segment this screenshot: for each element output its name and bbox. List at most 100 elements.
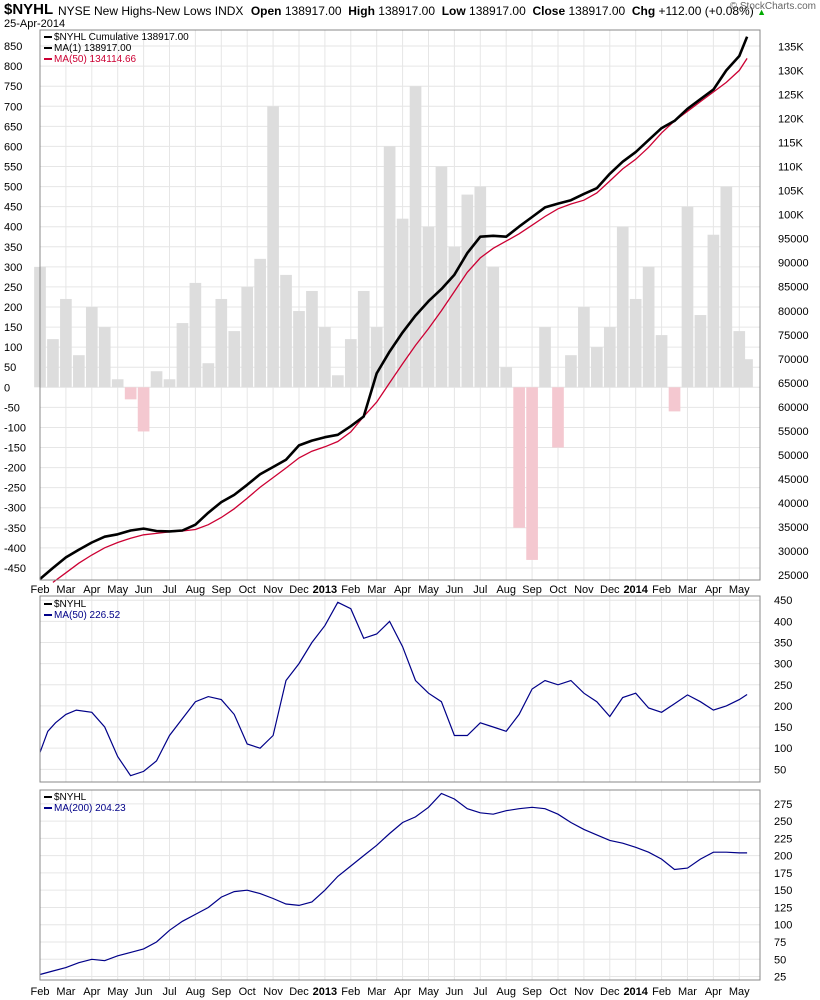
left-tick-label: -100	[4, 422, 26, 434]
left-tick-label: 0	[4, 382, 10, 394]
x-label-bottom: Nov	[574, 986, 594, 998]
legend-label-bottom: $NYHL	[54, 792, 87, 803]
histogram-bar	[461, 194, 474, 388]
histogram-bar	[215, 298, 228, 388]
left-tick-label: 150	[4, 322, 22, 334]
right-tick-label: 90000	[778, 258, 809, 270]
right-tick-label: 70000	[778, 354, 809, 366]
histogram-bar	[163, 379, 176, 388]
histogram-bar	[60, 298, 72, 388]
histogram-bar	[720, 186, 733, 388]
tick-label-middle: 250	[774, 680, 792, 692]
x-label-bottom: Jun	[446, 986, 464, 998]
right-tick-label: 120K	[778, 113, 804, 125]
left-tick-label: -250	[4, 483, 26, 495]
legend-label-main: $NYHL Cumulative 138917.00	[54, 32, 189, 43]
tick-label-bottom: 275	[774, 799, 792, 811]
histogram-bar	[409, 86, 422, 388]
high-label: High	[348, 4, 375, 18]
histogram-bar	[422, 226, 435, 388]
x-label-top: Jul	[162, 584, 176, 596]
x-label-bottom: Mar	[56, 986, 75, 998]
x-label-top: Dec	[600, 584, 620, 596]
high-value: 138917.00	[378, 4, 436, 18]
low-label: Low	[441, 4, 466, 18]
index-name-text: NYSE New Highs-New Lows	[58, 4, 212, 18]
cumulative-line	[39, 36, 749, 580]
histogram-bar	[396, 218, 409, 388]
left-tick-label: -50	[4, 402, 20, 414]
histogram-bar	[668, 387, 681, 412]
histogram-bar	[578, 307, 590, 388]
x-label-top: Mar	[367, 584, 386, 596]
tick-label-middle: 150	[774, 722, 792, 734]
x-label-bottom: Feb	[341, 986, 360, 998]
right-tick-label: 95000	[778, 234, 809, 246]
x-label-top: Aug	[186, 584, 206, 596]
histogram-bar	[357, 290, 370, 388]
histogram-bar	[241, 286, 254, 388]
exchange-label: INDX	[214, 4, 244, 18]
left-tick-label: 200	[4, 302, 22, 314]
x-label-top: Aug	[496, 584, 516, 596]
x-label-top: Feb	[652, 584, 671, 596]
left-tick-label: 750	[4, 81, 22, 93]
left-tick-label: 700	[4, 101, 22, 113]
histogram-bar	[189, 282, 202, 388]
right-tick-label: 80000	[778, 306, 809, 318]
x-label-bottom: Nov	[263, 986, 283, 998]
histogram-bar	[741, 359, 753, 388]
histogram-layer	[34, 86, 753, 560]
x-label-top: Apr	[394, 584, 411, 596]
histogram-bar	[694, 315, 707, 388]
x-label-top: Mar	[56, 584, 75, 596]
tick-label-bottom: 25	[774, 972, 786, 984]
tick-label-middle: 450	[774, 595, 792, 607]
left-tick-label: 650	[4, 121, 22, 133]
low-value: 138917.00	[469, 4, 526, 18]
left-tick-label: 550	[4, 161, 22, 173]
right-tick-label: 50000	[778, 450, 809, 462]
close-label: Close	[532, 4, 566, 18]
x-label-bottom: Feb	[652, 986, 671, 998]
grid-lines	[39, 30, 760, 980]
x-label-bottom: 2014	[623, 986, 648, 998]
tick-label-middle: 300	[774, 659, 792, 671]
right-tick-label: 45000	[778, 474, 809, 486]
left-tick-label: 850	[4, 41, 22, 53]
x-label-top: Mar	[678, 584, 697, 596]
x-label-bottom: Oct	[549, 986, 566, 998]
histogram-bar	[603, 327, 616, 388]
histogram-bar	[513, 387, 525, 528]
ma-line-middle	[39, 601, 748, 777]
tick-label-middle: 200	[774, 701, 792, 713]
up-arrow-icon: ▲	[757, 7, 766, 17]
histogram-bar	[98, 327, 111, 388]
histogram-bar	[552, 387, 564, 448]
histogram-bar	[150, 371, 163, 388]
histogram-bar	[228, 331, 241, 388]
histogram-bar	[319, 327, 331, 388]
x-label-top: Feb	[31, 584, 50, 596]
x-label-top: May	[729, 584, 750, 596]
left-tick-label: 450	[4, 202, 22, 214]
histogram-bar	[202, 363, 215, 388]
x-label-top: 2014	[623, 584, 648, 596]
ohlc-readout: Open 138917.00 High 138917.00 Low 138917…	[251, 4, 766, 18]
right-tick-label: 115K	[778, 138, 804, 150]
right-tick-label: 35000	[778, 522, 809, 534]
histogram-bar	[111, 379, 124, 388]
histogram-bar	[280, 274, 292, 388]
x-label-top: Sep	[522, 584, 542, 596]
left-tick-label: 400	[4, 222, 22, 234]
histogram-bar	[733, 331, 746, 388]
x-label-bottom: Oct	[239, 986, 256, 998]
right-tick-label: 30000	[778, 546, 809, 558]
histogram-bar	[707, 234, 720, 388]
histogram-bar	[137, 387, 150, 432]
tick-label-bottom: 175	[774, 868, 792, 880]
x-label-bottom: May	[729, 986, 750, 998]
x-label-bottom: May	[418, 986, 439, 998]
x-label-top: Sep	[212, 584, 232, 596]
